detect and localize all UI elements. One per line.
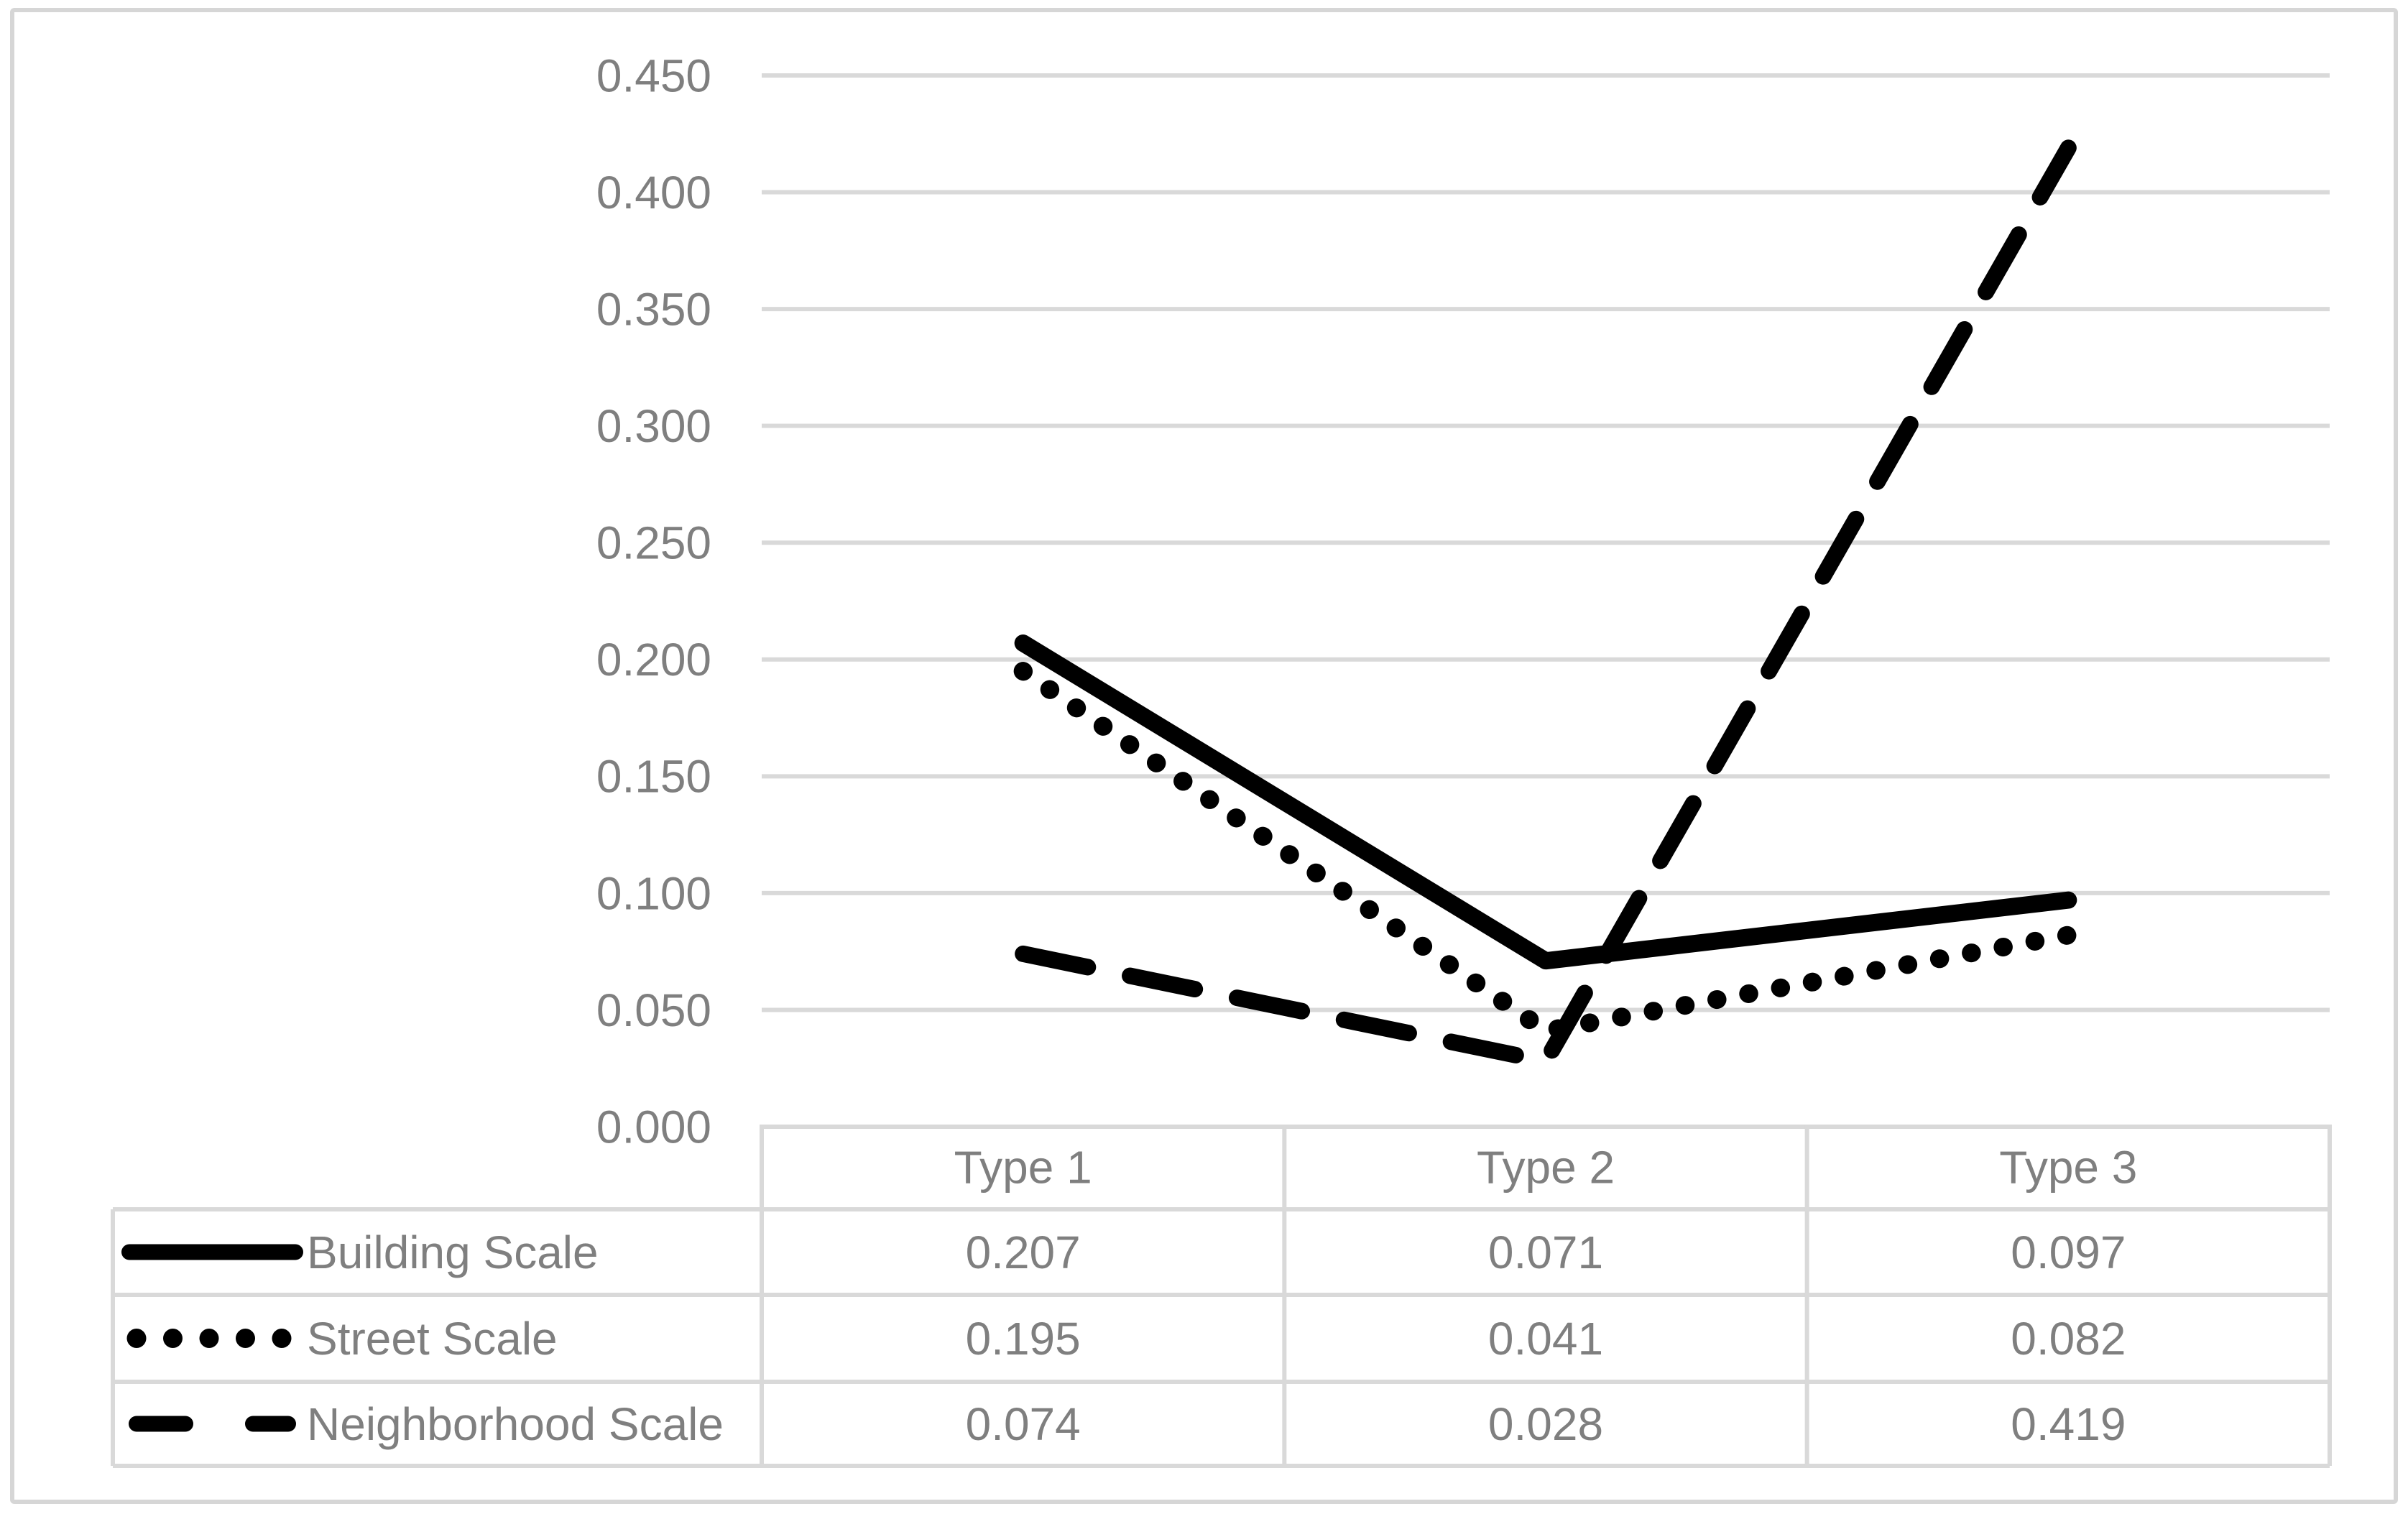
legend-key-dot — [199, 1329, 219, 1348]
table-value-cell: 0.074 — [966, 1398, 1081, 1450]
table-header-cell: Type 2 — [1477, 1141, 1615, 1193]
y-tick-label: 0.450 — [596, 50, 711, 101]
series-line-neighborhood-scale — [1015, 139, 2077, 1070]
series-line-street-scale — [1013, 662, 2078, 1040]
y-tick-label: 0.400 — [596, 167, 711, 218]
table-value-cell: 0.419 — [2011, 1398, 2126, 1450]
table-value-cell: 0.097 — [2011, 1227, 2126, 1278]
table-value-cell: 0.195 — [966, 1313, 1081, 1365]
table-value-cell: 0.082 — [2011, 1313, 2126, 1365]
table-value-cell: 0.207 — [966, 1227, 1081, 1278]
table-value-cell: 0.028 — [1488, 1398, 1603, 1450]
gridlines — [762, 73, 2330, 1129]
y-tick-label: 0.050 — [596, 984, 711, 1036]
table-series-label: Building Scale — [307, 1227, 599, 1278]
series-line-building-scale — [1014, 634, 2077, 970]
legend-key-dot — [236, 1329, 255, 1348]
y-tick-label: 0.300 — [596, 400, 711, 452]
data-table-borders — [111, 1125, 2332, 1468]
y-tick-label: 0.000 — [596, 1101, 711, 1153]
table-series-label: Neighborhood Scale — [307, 1398, 724, 1450]
legend-key-dot — [272, 1329, 292, 1348]
table-value-cell: 0.071 — [1488, 1227, 1603, 1278]
y-tick-label: 0.350 — [596, 284, 711, 336]
series-lines — [1013, 139, 2078, 1070]
y-axis-tick-labels: 0.450 0.400 0.350 0.300 0.250 0.200 0.150 0.100… — [596, 50, 711, 1153]
table-series-label: Street Scale — [307, 1313, 558, 1365]
y-tick-label: 0.100 — [596, 867, 711, 919]
y-tick-label: 0.200 — [596, 634, 711, 686]
legend-key-dot — [163, 1329, 183, 1348]
legend-keys — [121, 1244, 303, 1432]
table-header-cell: Type 1 — [954, 1141, 1092, 1193]
y-tick-label: 0.150 — [596, 751, 711, 803]
table-value-cell: 0.041 — [1488, 1313, 1603, 1365]
table-header-cell: Type 3 — [1999, 1141, 2137, 1193]
y-tick-label: 0.250 — [596, 517, 711, 569]
data-table-text: Type 1 Type 2 Type 3 Building Scale 0.207 0.0… — [307, 1141, 2137, 1450]
legend-key-dot — [126, 1329, 147, 1348]
